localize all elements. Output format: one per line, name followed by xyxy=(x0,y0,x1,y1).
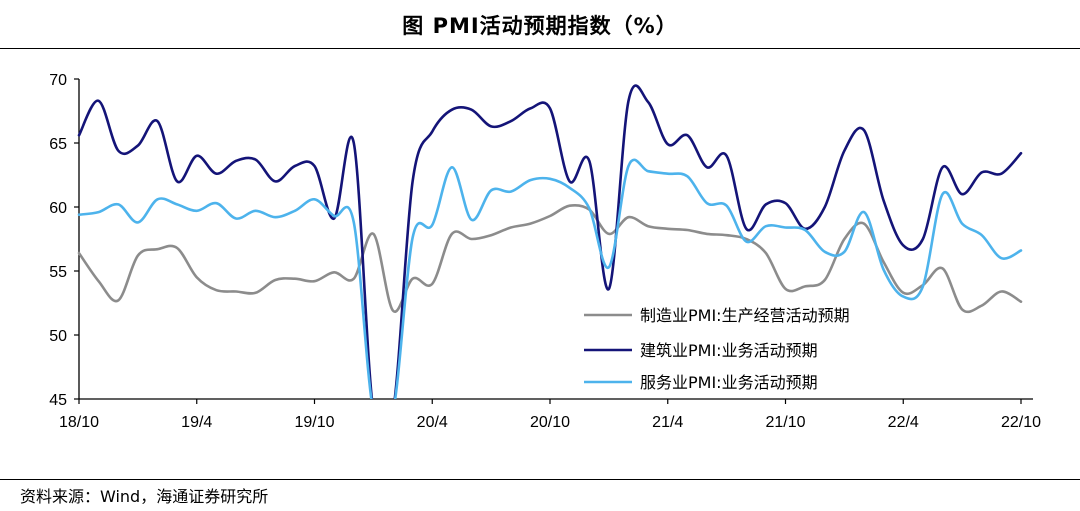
chart-plot: 70 65 60 55 50 45 18/10 19/4 19/10 20/4 20/10 21/4… xyxy=(49,72,1041,431)
x-tick-label: 20/10 xyxy=(530,414,570,431)
chart-title: 图 PMI活动预期指数（%） xyxy=(402,14,678,38)
x-tick-label: 21/10 xyxy=(765,414,805,431)
x-tick-label: 22/10 xyxy=(1001,414,1041,431)
x-tick-label: 19/10 xyxy=(294,414,334,431)
legend-label: 制造业PMI:生产经营活动预期 xyxy=(640,306,850,325)
title-divider xyxy=(0,48,1080,49)
x-tick-label: 20/4 xyxy=(417,414,448,431)
y-tick-label: 50 xyxy=(49,328,67,345)
x-tick-label: 22/4 xyxy=(888,414,919,431)
chart-series xyxy=(77,84,1023,399)
x-tick-label: 21/4 xyxy=(652,414,683,431)
services-expectation-line xyxy=(77,158,1023,399)
source-note: 资料来源：Wind，海通证券研究所 xyxy=(20,487,269,506)
legend-services: 服务业PMI:业务活动预期 xyxy=(584,373,818,392)
chart-legend: 制造业PMI:生产经营活动预期建筑业PMI:业务活动预期服务业PMI:业务活动预… xyxy=(584,306,850,392)
y-tick-label: 55 xyxy=(49,264,67,281)
y-tick-label: 65 xyxy=(49,136,67,153)
legend-manufacturing: 制造业PMI:生产经营活动预期 xyxy=(584,306,850,325)
y-tick-label: 60 xyxy=(49,200,67,217)
manufacturing-expectation-line xyxy=(77,203,1023,314)
x-tick-label: 18/10 xyxy=(59,414,99,431)
x-tick-label: 19/4 xyxy=(181,414,212,431)
y-tick-label: 70 xyxy=(49,72,67,89)
construction-expectation-line xyxy=(77,84,1023,399)
legend-label: 服务业PMI:业务活动预期 xyxy=(640,373,818,392)
x-ticks: 18/10 19/4 19/10 20/4 20/10 21/4 21/10 22/4 22/1… xyxy=(59,399,1041,431)
footer-divider xyxy=(0,479,1080,480)
legend-construction: 建筑业PMI:业务活动预期 xyxy=(584,341,818,360)
legend-label: 建筑业PMI:业务活动预期 xyxy=(640,341,818,360)
y-tick-label: 45 xyxy=(49,392,67,409)
y-ticks: 70 65 60 55 50 45 xyxy=(49,72,79,409)
